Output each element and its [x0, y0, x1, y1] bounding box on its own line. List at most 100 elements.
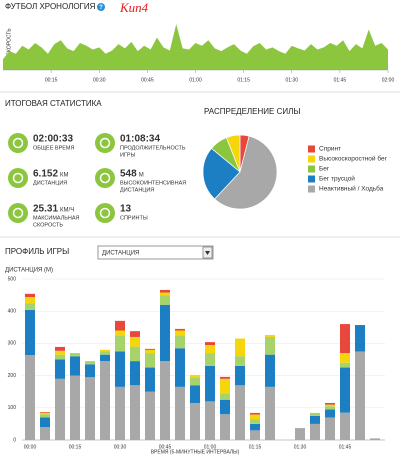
bar-segment — [25, 303, 35, 310]
bar-segment — [40, 427, 50, 440]
bar-segment — [250, 414, 260, 420]
bar-segment — [295, 428, 305, 440]
bar-segment — [55, 354, 65, 360]
stat-value: 6.152 — [33, 169, 58, 180]
x-axis-label: ВРЕМЯ (5-МИНУТНЫЕ ИНТЕРВАЛЫ) — [151, 449, 240, 455]
stat-icon — [8, 168, 28, 188]
bar-segment — [340, 367, 350, 413]
bar-segment — [70, 353, 80, 357]
stat-icon-glyph — [12, 137, 24, 149]
summary-title: ИТОГОВАЯ СТАТИСТИКА — [5, 99, 102, 108]
stat-label: МАКСИМАЛЬНАЯ — [33, 215, 80, 221]
stat-icon-glyph — [99, 137, 111, 149]
bar-segment — [25, 297, 35, 304]
stat-icon — [95, 168, 115, 188]
bar-segment — [340, 412, 350, 440]
bar-segment — [115, 320, 125, 331]
x-tick-label: 00:15 — [45, 77, 58, 83]
x-tick-label: 01:15 — [237, 77, 250, 83]
y-tick-label: 0 — [13, 437, 16, 443]
bar-segment — [235, 356, 245, 366]
x-tick-label: 00:00 — [24, 444, 37, 450]
stat-icon — [95, 133, 115, 153]
bar-segment — [130, 331, 140, 337]
bar-segment — [55, 378, 65, 440]
bar-segment — [70, 356, 80, 376]
x-tick-label: 01:30 — [285, 77, 298, 83]
handwritten-note: Kun4 — [119, 0, 149, 15]
x-tick-label: 00:45 — [141, 77, 154, 83]
bar-segment — [145, 367, 155, 392]
legend-label: Неактивный / Ходьба — [319, 185, 384, 193]
bar-segment — [370, 438, 380, 440]
bar-segment — [25, 309, 35, 355]
bar-segment — [130, 385, 140, 440]
bar-segment — [85, 377, 95, 440]
bar-segment — [100, 351, 110, 355]
legend-label: Спринт — [319, 146, 341, 153]
bar-segment — [250, 430, 260, 440]
x-tick-label: 00:30 — [93, 77, 106, 83]
bar-segment — [70, 375, 80, 440]
stat-label: ДИСТАНЦИЯ — [120, 187, 154, 193]
x-tick-label: 01:00 — [204, 444, 217, 450]
x-tick-label: 00:30 — [114, 444, 127, 450]
dropdown[interactable] — [97, 245, 214, 260]
bar-segment — [355, 325, 365, 352]
help-text[interactable]: ? — [99, 5, 103, 11]
bar-segment — [220, 399, 230, 415]
dropdown-text[interactable]: ДИСТАНЦИЯ — [102, 251, 139, 257]
bar-segment — [160, 304, 170, 362]
stat-value: 548 — [120, 169, 137, 180]
bar-segment — [160, 361, 170, 440]
bar-segment — [220, 393, 230, 400]
profile-title: ПРОФИЛЬ ИГРЫ — [5, 247, 69, 256]
bar-segment — [175, 348, 185, 387]
bar-segment — [265, 335, 275, 337]
bar-segment — [160, 292, 170, 296]
x-tick-label: 00:45 — [159, 444, 172, 450]
y-tick-label: 500 — [8, 276, 17, 282]
legend-label: Бег — [319, 166, 330, 173]
bar-segment — [265, 386, 275, 440]
help-icon[interactable] — [97, 3, 105, 11]
bar-segment — [250, 419, 260, 424]
bar-segment — [325, 409, 335, 418]
bar-segment — [145, 353, 155, 368]
bar-segment — [220, 378, 230, 394]
bar-segment — [340, 362, 350, 368]
bar-segment — [340, 324, 350, 354]
bar-segment — [175, 328, 185, 331]
bar-segment — [25, 354, 35, 440]
bar-segment — [115, 351, 125, 387]
stat-icon — [8, 133, 28, 153]
y-tick-label: 300 — [8, 341, 17, 347]
x-tick-label: 01:00 — [189, 77, 202, 83]
x-tick-label: 01:45 — [339, 444, 352, 450]
bar-segment — [220, 414, 230, 440]
x-tick-label: 01:15 — [249, 444, 262, 450]
x-tick-label: 02:00 — [382, 77, 395, 83]
legend-label: Бег трусцой — [319, 175, 355, 183]
bar-segment — [235, 365, 245, 386]
bar-segment — [40, 417, 50, 428]
bar-segment — [175, 386, 185, 440]
bar-segment — [25, 293, 35, 298]
bar-segment — [205, 342, 215, 346]
legend-swatch — [308, 155, 315, 163]
stat-icon-glyph — [12, 172, 24, 184]
stat-icon-glyph — [12, 207, 24, 219]
bar-segment — [355, 351, 365, 440]
stat-icon — [8, 203, 28, 223]
legend-swatch — [308, 145, 315, 153]
legend-swatch — [308, 165, 315, 173]
bar-segment — [175, 330, 185, 336]
bar-segment — [265, 354, 275, 387]
bar-segment — [175, 335, 185, 349]
x-tick-label: 00:15 — [69, 444, 82, 450]
stat-unit: М — [139, 173, 144, 179]
y-tick-label: 200 — [8, 373, 17, 379]
stat-value: 25.31 — [33, 204, 58, 215]
bar-segment — [220, 376, 230, 379]
bar-segment — [190, 385, 200, 403]
